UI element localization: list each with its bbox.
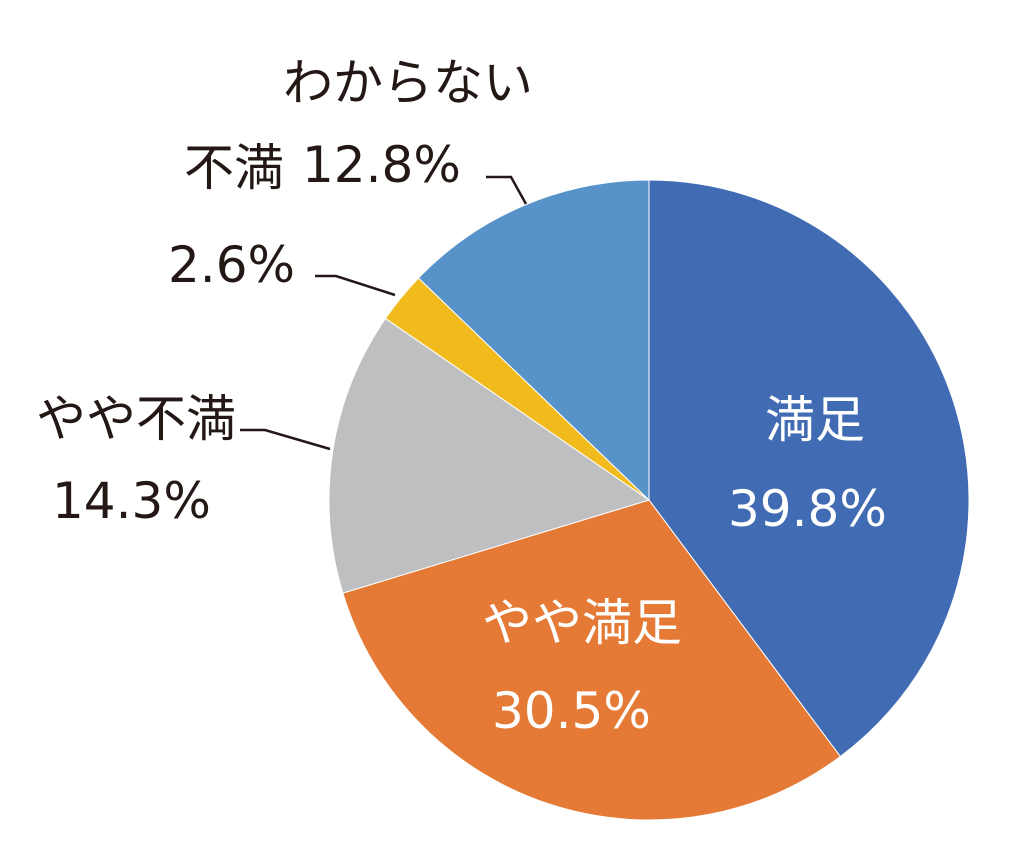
label-yaya-manzoku-value: 30.5%: [492, 682, 651, 740]
label-wakaranai-value: 12.8%: [302, 136, 461, 194]
pie-slice: [342, 499, 842, 821]
label-fuman-name: 不満: [184, 139, 284, 197]
label-manzoku-value: 39.8%: [728, 480, 887, 538]
leader-line-fuman: [315, 274, 396, 297]
label-fuman-value: 2.6%: [168, 236, 296, 294]
pie-slice: [328, 317, 651, 594]
label-yaya-fuman-value: 14.3%: [52, 472, 211, 530]
leader-line-wakaranai: [486, 175, 528, 205]
label-wakaranai-name: わからない: [283, 54, 533, 112]
pie-slice: [417, 179, 650, 502]
leader-line-yaya-fuman: [240, 428, 331, 451]
label-yaya-fuman-name: やや不満: [36, 390, 236, 448]
pie-slice: [648, 179, 970, 758]
label-yaya-manzoku-name: やや満足: [482, 594, 682, 652]
label-manzoku-name: 満足: [765, 391, 865, 449]
pie-slices: [328, 179, 970, 821]
leader-lines: [240, 175, 528, 451]
